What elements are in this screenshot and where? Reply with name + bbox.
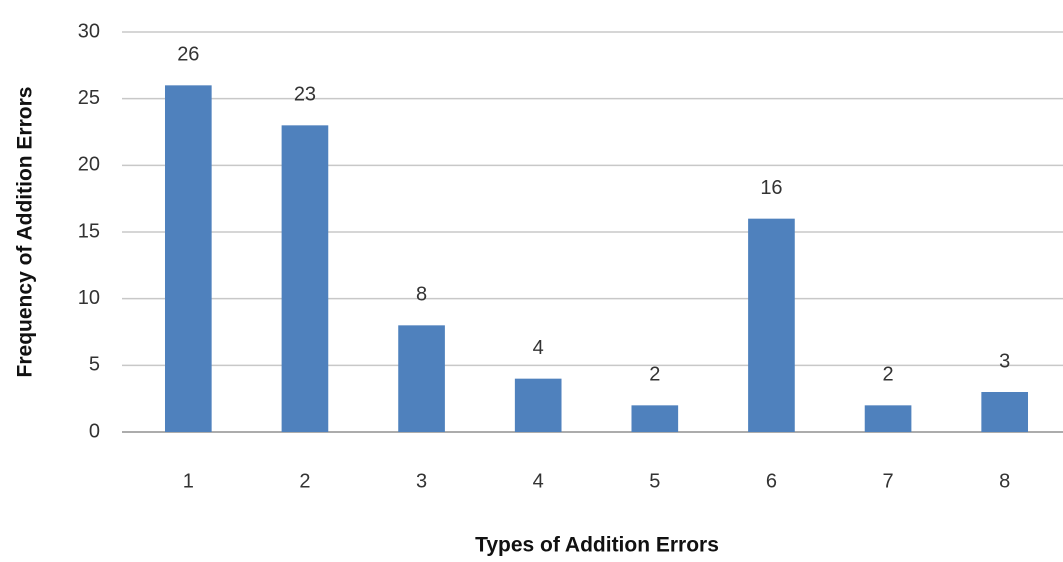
y-tick-label: 20 bbox=[78, 154, 100, 176]
data-label: 2 bbox=[649, 364, 660, 386]
bar bbox=[514, 378, 562, 432]
bar bbox=[864, 405, 912, 432]
bar bbox=[981, 392, 1029, 432]
data-label: 3 bbox=[999, 350, 1010, 372]
y-tick-label: 10 bbox=[78, 287, 100, 309]
data-label: 4 bbox=[533, 337, 544, 359]
y-tick-label: 25 bbox=[78, 87, 100, 109]
x-tick-label: 7 bbox=[883, 470, 894, 492]
x-tick-label: 8 bbox=[999, 470, 1010, 492]
y-axis-title: Frequency of Addition Errors bbox=[14, 87, 37, 378]
data-label: 23 bbox=[294, 84, 316, 106]
x-tick-label: 5 bbox=[649, 470, 660, 492]
data-label: 2 bbox=[883, 364, 894, 386]
y-tick-label: 30 bbox=[78, 20, 100, 42]
bar bbox=[748, 218, 795, 432]
bar bbox=[398, 325, 445, 432]
x-tick-label: 1 bbox=[183, 470, 194, 492]
x-tick-label: 3 bbox=[416, 470, 427, 492]
y-tick-label: 5 bbox=[89, 354, 100, 376]
x-tick-label: 4 bbox=[533, 470, 544, 492]
x-axis-title: Types of Addition Errors bbox=[475, 534, 719, 557]
bar bbox=[164, 85, 212, 432]
x-tick-label: 2 bbox=[299, 470, 310, 492]
data-label: 26 bbox=[177, 44, 199, 66]
bar bbox=[281, 125, 329, 432]
bar bbox=[631, 405, 679, 432]
y-tick-label: 0 bbox=[89, 420, 100, 442]
data-label: 16 bbox=[760, 177, 782, 199]
data-label: 8 bbox=[416, 284, 427, 306]
x-tick-label: 6 bbox=[766, 470, 777, 492]
y-tick-label: 15 bbox=[78, 220, 100, 242]
